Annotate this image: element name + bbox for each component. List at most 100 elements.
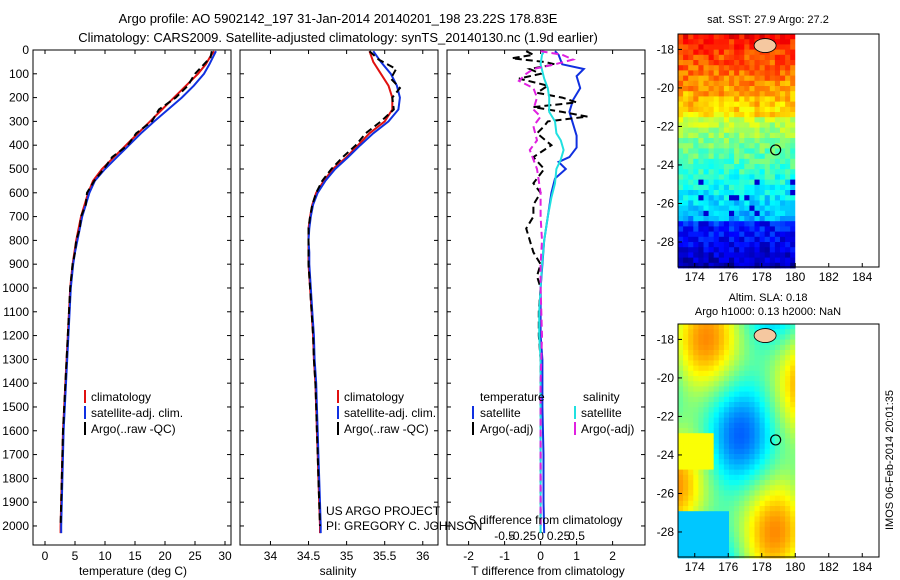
sla-map-cell <box>774 350 781 356</box>
sla-map-cell <box>780 459 786 465</box>
sla-map-cell <box>754 412 760 418</box>
sla-map-cell <box>754 448 760 455</box>
t-diff-tick-label: -2 <box>463 549 474 563</box>
sla-map-cell <box>764 459 771 465</box>
sst-map-cell <box>785 54 791 61</box>
sla-map-cell <box>749 464 755 470</box>
sst-map-cell <box>749 60 755 66</box>
sla-map-cell <box>759 324 766 330</box>
sla-map-cell <box>764 443 771 450</box>
sst-map-cell <box>708 122 715 128</box>
sst-map-cell <box>739 169 745 175</box>
s-difference-label: S difference from climatology <box>468 513 623 527</box>
sst-map-cell <box>780 65 786 71</box>
sla-map-cell <box>780 443 786 450</box>
sst-map-cell <box>749 49 755 56</box>
sla-map-cell <box>723 422 730 429</box>
sst-map-cell <box>718 49 725 56</box>
sst-map-cell <box>708 221 715 227</box>
sla-map-cell <box>703 495 709 502</box>
sla-map-cell <box>729 552 735 559</box>
sst-map-cell <box>780 221 786 227</box>
sla-map-cell <box>744 365 750 372</box>
sla-map-cell <box>678 516 684 522</box>
sla-map-cell <box>764 422 771 429</box>
sst-map-cell <box>754 242 760 248</box>
sst-map-cell <box>769 148 776 154</box>
sst-map-cell <box>759 179 766 186</box>
sst-map-cell <box>718 143 725 149</box>
sst-map-cell <box>723 34 730 40</box>
sst-map-cell <box>774 158 781 165</box>
sst-map-cell <box>678 54 684 61</box>
sst-map-cell <box>713 184 720 191</box>
sla-map-cell <box>729 402 735 408</box>
sla-map-cell <box>790 360 796 366</box>
sst-map-cell <box>759 96 766 102</box>
sst-map-cell <box>744 200 750 206</box>
sst-map-cell <box>703 122 709 128</box>
sla-map-cell <box>734 516 740 522</box>
sla-map-cell <box>774 547 781 554</box>
sla-map-cell <box>744 433 750 439</box>
sst-map-cell <box>739 184 745 191</box>
sst-map-cell <box>790 106 796 113</box>
sla-map-cell <box>759 454 766 460</box>
sst-map-cell <box>693 132 699 139</box>
sla-map-cell <box>703 391 709 398</box>
sst-map-cell <box>764 91 771 97</box>
sst-map-cell <box>749 179 755 186</box>
sst-map-cell <box>780 210 786 217</box>
sla-map-cell <box>703 542 709 548</box>
sst-map-cell <box>688 34 694 40</box>
sst-map-cell <box>729 70 735 76</box>
sla-map-cell <box>703 396 709 403</box>
sst-map-cell <box>688 127 694 134</box>
sla-map-cell <box>688 547 694 554</box>
sst-map-cell <box>698 190 704 196</box>
sst-map-cell <box>708 242 715 248</box>
sla-map-cell <box>769 464 776 470</box>
sla-map-cell <box>780 552 786 559</box>
sla-map-cell <box>764 495 771 502</box>
sla-map-cell <box>759 407 766 413</box>
sst-map-cell <box>683 221 689 227</box>
sla-map-cell <box>703 386 709 392</box>
sla-map-cell <box>749 506 755 512</box>
sla-map-cell <box>744 526 750 533</box>
sst-map-cell <box>683 75 689 82</box>
sla-map-cell <box>754 443 760 450</box>
sst-map-cell <box>734 80 740 87</box>
sla-map-cell <box>693 516 699 522</box>
sla-map-cell <box>713 443 720 450</box>
sla-map-cell <box>739 547 745 554</box>
sst-map-cell <box>708 117 715 123</box>
sla-map-cell <box>683 495 689 502</box>
sla-map-cell <box>713 552 720 559</box>
sla-map-cell <box>703 360 709 366</box>
sst-map-cell <box>785 210 791 217</box>
sst-map-cell <box>703 54 709 61</box>
sst-map-cell <box>678 226 684 232</box>
sla-map-cell <box>683 537 689 543</box>
sst-map-cell <box>713 49 720 56</box>
sla-map-cell <box>790 469 796 476</box>
sst-map-cell <box>703 148 709 154</box>
sst-map-cell <box>759 127 766 134</box>
sla-map-cell <box>723 542 730 548</box>
sst-map-cell <box>734 242 740 248</box>
sla-map-cell <box>693 495 699 502</box>
sla-map-cell <box>729 334 735 340</box>
sla-map-cell <box>744 376 750 382</box>
sst-map-cell <box>683 91 689 97</box>
sla-map-cell <box>683 454 689 460</box>
sst-map-cell <box>718 127 725 134</box>
sst-map-cell <box>749 138 755 144</box>
sla-map-cell <box>759 542 766 548</box>
sst-map-cell <box>723 179 730 186</box>
sst-map-cell <box>739 44 745 50</box>
sla-map-cell <box>713 334 720 340</box>
sla-map-cell <box>683 324 689 330</box>
sst-map-cell <box>703 226 709 232</box>
sla-map-cell <box>708 526 715 533</box>
